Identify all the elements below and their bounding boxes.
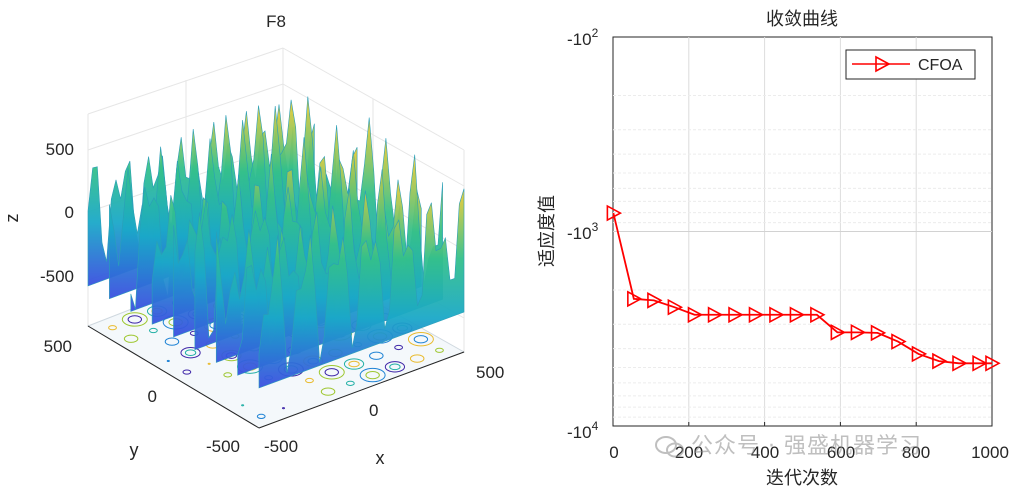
contour-14: [180, 347, 201, 359]
series-marker-9: [789, 306, 806, 324]
contour-7: [123, 334, 139, 343]
contour-1: [241, 404, 245, 407]
series-marker-5: [707, 306, 724, 324]
surface-ridge-8: [258, 188, 465, 389]
series-marker-19: [985, 354, 1001, 372]
x-tick-label-400: 400: [751, 443, 779, 462]
z-label: z: [2, 214, 22, 223]
x-tick-label-600: 600: [827, 443, 855, 462]
contour-inner-37: [324, 368, 339, 377]
right-y-label: 适应度值: [537, 195, 558, 267]
x-tick-label-800: 800: [902, 443, 930, 462]
z-tick-neg500: -500: [40, 267, 74, 286]
right-title: 收敛曲线: [766, 9, 838, 30]
x-tick-0: 0: [369, 401, 378, 420]
contour-16: [148, 327, 158, 334]
surface-mesh: [87, 96, 465, 389]
watermark-text: 公众号 · 强盛机器学习: [691, 434, 922, 459]
contour-4: [182, 369, 192, 375]
contour-27: [320, 387, 336, 396]
contour-9: [281, 407, 286, 410]
wechat-icon: [655, 436, 684, 458]
y-tick-1e2: -102: [567, 26, 599, 49]
surface-ridge-5: [194, 138, 401, 351]
series-marker-6: [728, 306, 744, 324]
series-marker-18: [972, 354, 988, 372]
contour-45: [359, 367, 386, 383]
contour-13: [207, 362, 211, 365]
contour-inner-45: [365, 370, 380, 380]
contour-54: [384, 361, 406, 373]
y-label: y: [130, 440, 139, 460]
series-marker-12: [850, 324, 867, 341]
contour-8: [108, 325, 117, 331]
series-marker-4: [687, 306, 704, 324]
series-marker-16: [932, 352, 948, 370]
contour-inner-73: [413, 335, 429, 344]
y-tick-0: 0: [148, 387, 157, 406]
x-tick-marks: [612, 422, 993, 426]
contour-inner-14: [184, 349, 197, 357]
y-tick-500: 500: [44, 337, 72, 356]
contour-17: [121, 312, 148, 327]
series-marker-11: [830, 324, 847, 341]
x-tick-neg500: -500: [264, 437, 298, 456]
surface-plot: F8 500 0 -500 z 500 0 -500 y -500 0 500 …: [2, 12, 504, 468]
series-marker-14: [891, 333, 907, 350]
x-tick-label-0: 0: [609, 443, 618, 462]
x-tick-label-1000: 1000: [971, 443, 1009, 462]
contour-inner-46: [348, 360, 360, 368]
y-axis-line: [87, 325, 260, 429]
contour-12: [223, 372, 233, 378]
convergence-plot: 收敛曲线 -102 -103 -104 0 200 400 600 800 10…: [537, 9, 1009, 489]
contour-28: [305, 377, 314, 384]
contour-36: [345, 380, 355, 386]
series-marker-17: [952, 354, 968, 372]
legend: CFOA: [845, 49, 976, 80]
right-x-label: 迭代次数: [766, 468, 838, 489]
legend-label: CFOA: [918, 57, 963, 74]
contour-63: [409, 354, 425, 363]
y-tick-neg500: -500: [206, 437, 240, 456]
z-tick-0: 0: [65, 203, 74, 222]
legend-marker: [875, 55, 891, 73]
z-tick-500: 500: [46, 140, 74, 159]
contour-0: [256, 413, 266, 419]
contour-37: [318, 365, 345, 380]
y-tick-1e4: -104: [567, 419, 599, 442]
series-marker-8: [769, 306, 785, 324]
x-tick-500: 500: [476, 363, 504, 382]
series-marker-2: [647, 292, 663, 309]
contour-5: [166, 359, 170, 363]
series-marker-7: [748, 306, 765, 324]
contour-72: [435, 347, 444, 353]
series-marker-1: [627, 290, 643, 308]
series-cfoa: [606, 204, 1001, 372]
grid-lines: [613, 37, 992, 426]
contour-55: [369, 351, 384, 360]
series-marker-15: [911, 345, 928, 363]
contour-15: [164, 337, 180, 346]
contour-46: [343, 358, 365, 370]
series-marker-13: [870, 324, 887, 342]
series-marker-3: [667, 298, 684, 316]
x-axis-line: [258, 351, 465, 429]
contour-inner-54: [389, 363, 401, 371]
contour-inner-17: [127, 315, 143, 324]
watermark: 公众号 · 强盛机器学习: [655, 428, 922, 460]
series-marker-10: [810, 306, 826, 324]
y-tick-1e3: -103: [567, 220, 599, 243]
contour-73: [407, 331, 434, 347]
series-marker-0: [606, 204, 623, 222]
contour-64: [394, 344, 404, 351]
left-title: F8: [266, 12, 286, 31]
x-label: x: [376, 448, 385, 468]
